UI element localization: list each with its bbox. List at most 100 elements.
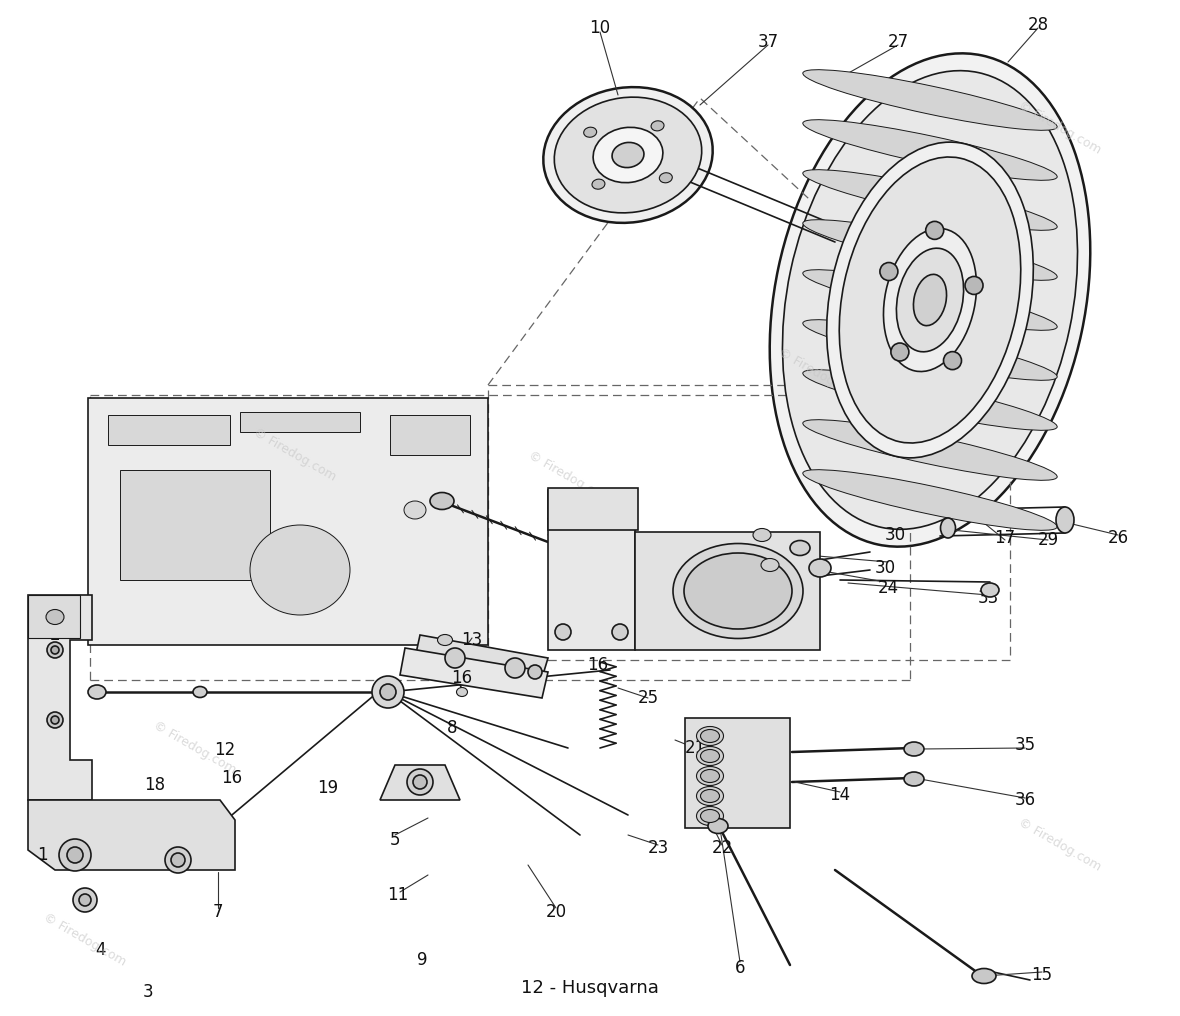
- Ellipse shape: [46, 610, 64, 625]
- Text: 18: 18: [144, 776, 165, 793]
- Text: 5: 5: [389, 831, 400, 849]
- Ellipse shape: [88, 685, 106, 699]
- Ellipse shape: [839, 157, 1021, 443]
- Polygon shape: [635, 532, 820, 650]
- Ellipse shape: [897, 248, 964, 352]
- Text: 16: 16: [588, 656, 609, 674]
- Circle shape: [555, 624, 571, 640]
- Polygon shape: [380, 765, 460, 800]
- Bar: [548, 488, 638, 530]
- Ellipse shape: [438, 635, 452, 645]
- Circle shape: [965, 276, 983, 295]
- Polygon shape: [109, 415, 230, 445]
- Ellipse shape: [761, 559, 779, 571]
- Ellipse shape: [809, 559, 831, 577]
- Ellipse shape: [789, 541, 809, 556]
- Ellipse shape: [827, 142, 1034, 458]
- Ellipse shape: [884, 229, 977, 372]
- Circle shape: [445, 648, 465, 668]
- Ellipse shape: [913, 274, 946, 326]
- Ellipse shape: [701, 810, 720, 823]
- Text: 19: 19: [317, 779, 339, 797]
- Text: 32: 32: [617, 509, 638, 527]
- Polygon shape: [400, 648, 548, 698]
- Ellipse shape: [684, 553, 792, 629]
- Circle shape: [165, 847, 191, 873]
- Ellipse shape: [404, 501, 426, 519]
- Ellipse shape: [904, 772, 924, 786]
- Polygon shape: [120, 470, 270, 580]
- Ellipse shape: [701, 729, 720, 743]
- Text: 20: 20: [545, 903, 566, 920]
- Ellipse shape: [782, 71, 1077, 529]
- Ellipse shape: [701, 769, 720, 782]
- Text: © Firedog.com: © Firedog.com: [251, 426, 339, 484]
- Ellipse shape: [555, 98, 702, 213]
- Polygon shape: [415, 635, 548, 678]
- Polygon shape: [548, 490, 635, 650]
- Ellipse shape: [972, 968, 996, 983]
- Text: 6: 6: [735, 959, 746, 977]
- Text: 36: 36: [1015, 791, 1036, 809]
- Text: 27: 27: [887, 33, 909, 51]
- Circle shape: [880, 262, 898, 280]
- Text: 4: 4: [94, 941, 105, 959]
- Text: 3: 3: [143, 983, 153, 1001]
- Text: © Firedog.com: © Firedog.com: [41, 911, 129, 969]
- Ellipse shape: [584, 127, 597, 137]
- Ellipse shape: [673, 544, 804, 638]
- Text: 8: 8: [447, 719, 458, 737]
- Ellipse shape: [696, 747, 723, 765]
- Ellipse shape: [194, 687, 206, 698]
- Ellipse shape: [802, 120, 1057, 180]
- Ellipse shape: [802, 269, 1057, 330]
- Ellipse shape: [802, 170, 1057, 231]
- Text: 21: 21: [684, 739, 706, 757]
- Ellipse shape: [651, 121, 664, 131]
- Text: © Firedog.com: © Firedog.com: [776, 346, 864, 404]
- Ellipse shape: [543, 87, 713, 223]
- Ellipse shape: [696, 726, 723, 746]
- Text: 34: 34: [545, 506, 566, 524]
- Ellipse shape: [802, 420, 1057, 481]
- Circle shape: [407, 769, 433, 795]
- Ellipse shape: [802, 370, 1057, 431]
- Text: 11: 11: [387, 886, 408, 904]
- Text: 12 - Husqvarna: 12 - Husqvarna: [522, 979, 658, 997]
- Circle shape: [372, 676, 404, 708]
- Circle shape: [47, 642, 63, 658]
- Ellipse shape: [696, 807, 723, 825]
- Text: © Firedog.com: © Firedog.com: [1016, 99, 1103, 156]
- Text: 29: 29: [1037, 531, 1058, 549]
- Ellipse shape: [769, 54, 1090, 547]
- Text: 14: 14: [830, 786, 851, 804]
- Ellipse shape: [612, 142, 644, 168]
- Polygon shape: [391, 415, 470, 455]
- Ellipse shape: [430, 493, 454, 509]
- Circle shape: [925, 221, 944, 240]
- Text: 16: 16: [452, 669, 472, 687]
- Ellipse shape: [696, 786, 723, 806]
- Circle shape: [51, 646, 59, 654]
- Circle shape: [944, 352, 962, 370]
- Ellipse shape: [250, 525, 350, 615]
- Ellipse shape: [802, 219, 1057, 280]
- Circle shape: [527, 665, 542, 679]
- Text: 7: 7: [212, 903, 223, 920]
- Text: 35: 35: [1015, 736, 1036, 754]
- Circle shape: [73, 888, 97, 912]
- Text: © Firedog.com: © Firedog.com: [1016, 816, 1103, 874]
- Text: 16: 16: [222, 769, 243, 787]
- Circle shape: [612, 500, 628, 516]
- Ellipse shape: [981, 583, 999, 597]
- Circle shape: [47, 712, 63, 728]
- Text: 30: 30: [885, 526, 905, 544]
- Text: 13: 13: [461, 631, 483, 649]
- Text: 33: 33: [977, 589, 998, 607]
- Ellipse shape: [904, 742, 924, 756]
- Polygon shape: [686, 718, 789, 828]
- Polygon shape: [240, 412, 360, 432]
- Circle shape: [59, 839, 91, 871]
- Circle shape: [79, 894, 91, 906]
- Ellipse shape: [594, 127, 663, 183]
